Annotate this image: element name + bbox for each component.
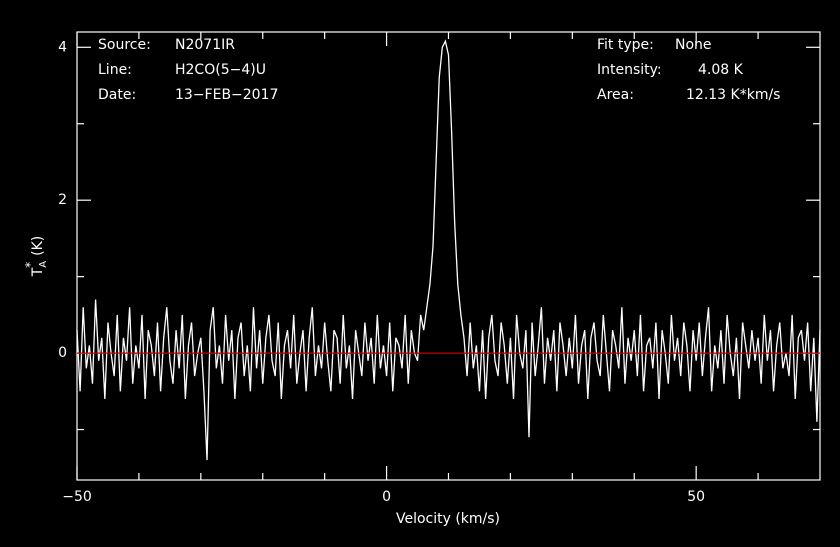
info-value: 4.08 K xyxy=(698,62,744,78)
info-value: 12.13 K*km/s xyxy=(686,87,780,103)
x-tick-label: 50 xyxy=(687,489,705,505)
info-value: N2071IR xyxy=(175,37,235,53)
info-value: None xyxy=(675,37,712,53)
y-label-subscript: A xyxy=(38,261,49,268)
y-axis-label: TA* (K) xyxy=(23,236,50,278)
y-tick-label: 0 xyxy=(58,345,67,361)
x-tick-label: −50 xyxy=(62,489,92,505)
info-label: Area: xyxy=(597,87,634,103)
info-value: H2CO(5−4)U xyxy=(175,62,266,78)
info-label: Line: xyxy=(98,62,132,78)
info-label: Date: xyxy=(98,87,136,103)
info-label: Intensity: xyxy=(597,62,662,78)
info-value: 13−FEB−2017 xyxy=(175,87,278,103)
y-tick-label: 4 xyxy=(58,39,67,55)
y-label-superscript: * xyxy=(23,262,37,268)
info-label: Fit type: xyxy=(597,37,654,53)
info-label: Source: xyxy=(98,37,151,53)
y-label-symbol: T xyxy=(30,267,46,277)
spectrum-line xyxy=(76,39,821,461)
y-tick-label: 2 xyxy=(58,192,67,208)
y-label-unit: (K) xyxy=(30,236,46,256)
x-axis-label: Velocity (km/s) xyxy=(396,511,500,527)
x-tick-label: 0 xyxy=(382,489,391,505)
